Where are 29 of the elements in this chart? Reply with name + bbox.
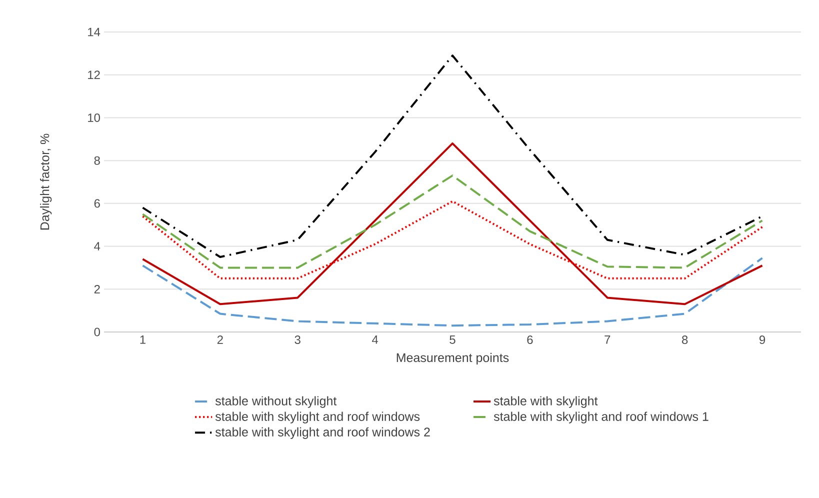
x-axis-title: Measurement points — [396, 352, 509, 365]
y-tick-label: 2 — [94, 284, 100, 294]
line-series — [142, 174, 764, 269]
y-axis-title: Daylight factor, % — [40, 134, 52, 230]
line-series — [142, 54, 764, 258]
y-tick-label: 14 — [88, 28, 100, 36]
x-tick-label: 9 — [760, 336, 766, 344]
y-tick-label: 12 — [88, 70, 100, 80]
x-tick-label: 2 — [217, 336, 223, 344]
line-series — [142, 142, 764, 306]
x-tick-label: 5 — [450, 336, 456, 344]
line-series — [142, 257, 764, 327]
x-tick-label: 4 — [372, 336, 378, 344]
legend-label: stable with skylight — [494, 396, 598, 408]
y-tick-label: 0 — [94, 328, 100, 336]
y-tick-label: 4 — [94, 242, 100, 250]
y-tick-label: 6 — [94, 199, 100, 208]
legend-label: stable without skylight — [215, 396, 337, 408]
legend-label: stable with skylight and roof windows — [215, 412, 420, 424]
x-tick-label: 1 — [140, 336, 146, 344]
x-tick-label: 6 — [527, 336, 533, 344]
line-series — [142, 200, 764, 280]
y-tick-label: 10 — [88, 113, 100, 122]
x-tick-label: 7 — [604, 336, 610, 344]
legend-label: stable with skylight and roof windows 1 — [494, 412, 708, 424]
x-tick-label: 8 — [682, 336, 688, 344]
y-tick-label: 8 — [94, 156, 100, 165]
x-tick-label: 3 — [294, 336, 300, 344]
legend-label: stable with skylight and roof windows 2 — [215, 427, 430, 439]
